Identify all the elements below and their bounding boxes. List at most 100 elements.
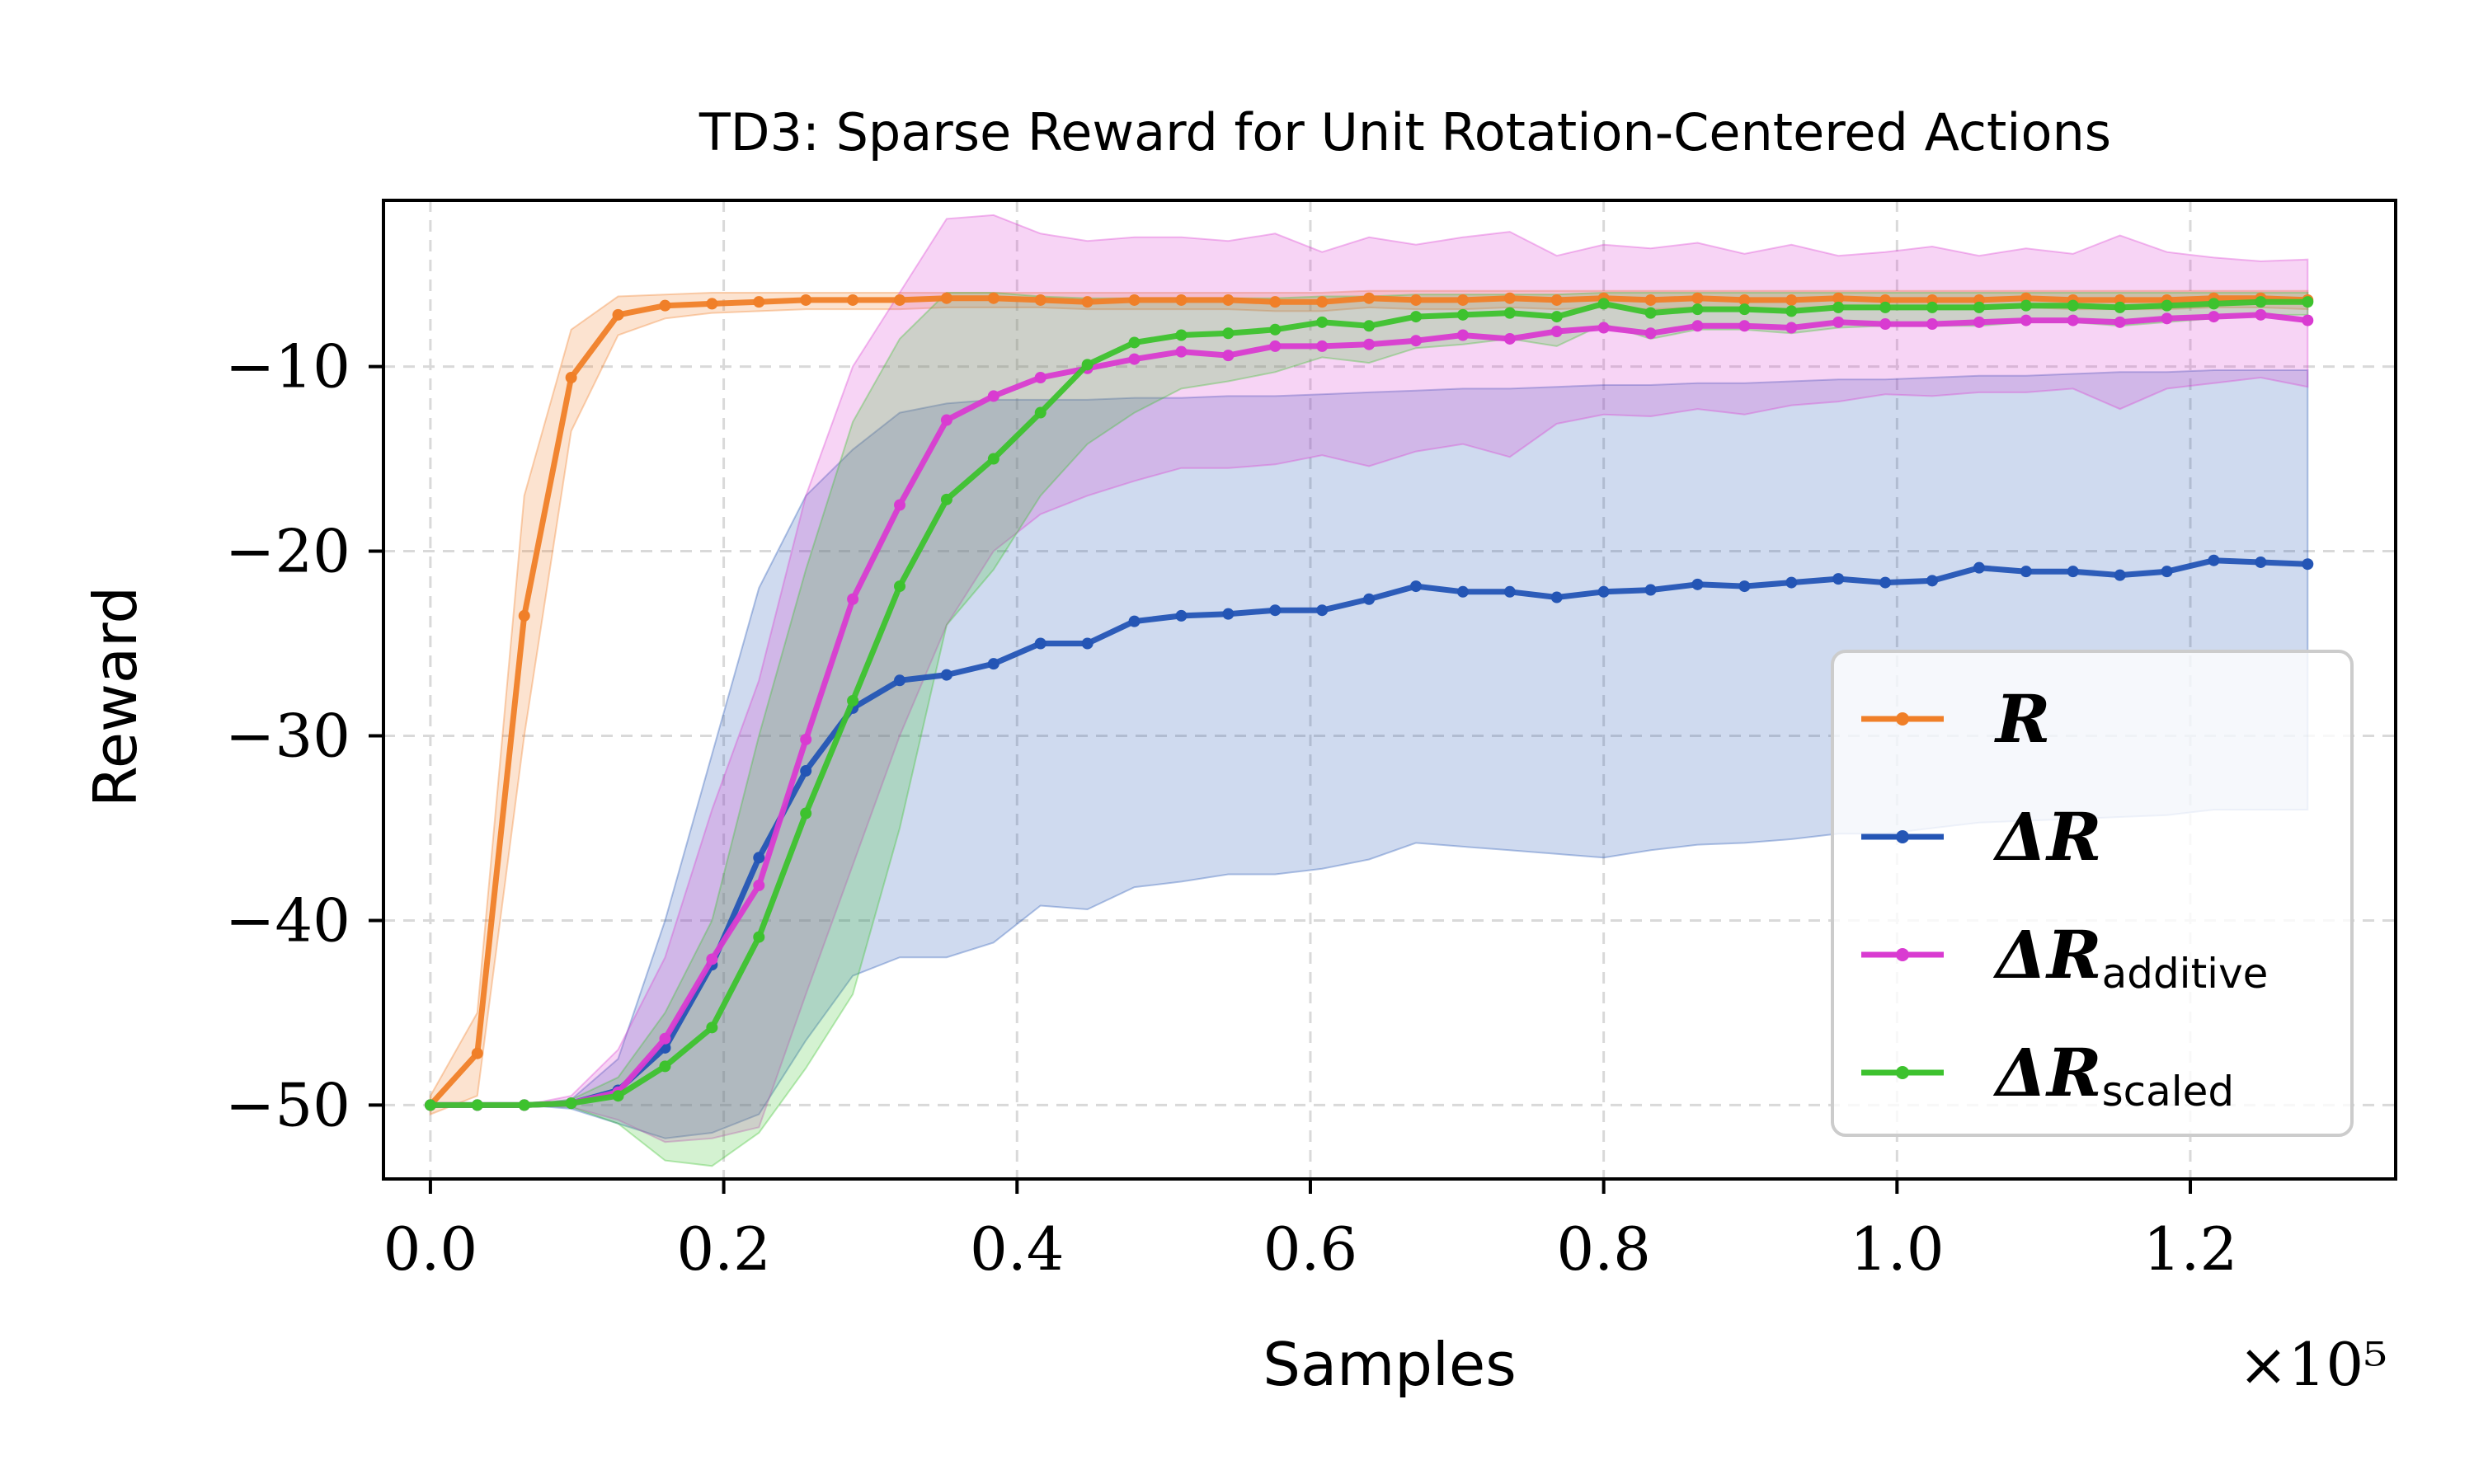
plot-frame [382,199,2397,1181]
y-tick-label: −20 [225,517,350,586]
point-series-1 [2067,566,2079,578]
band-series-0 [429,289,2309,1116]
point-series-3 [1644,307,1657,319]
series-lines [424,292,2314,1111]
point-series-1 [1128,615,1141,627]
point-series-2 [753,879,765,891]
point-series-2 [2302,314,2314,326]
point-series-2 [1597,322,1610,334]
point-series-3 [1879,301,1892,313]
point-series-0 [1081,296,1094,308]
point-series-1 [1034,637,1047,650]
point-series-3 [1222,327,1235,340]
point-series-3 [1785,305,1798,317]
point-series-1 [1550,591,1563,603]
point-series-2 [1691,320,1704,332]
point-series-0 [1738,294,1751,306]
point-series-3 [2114,301,2126,313]
point-series-1 [2302,558,2314,571]
point-series-1 [987,658,999,670]
x-axis-label: Samples [1263,1330,1516,1399]
point-series-1 [1691,578,1704,590]
point-series-2 [1363,338,1376,350]
point-series-3 [1456,308,1469,321]
point-series-0 [940,292,952,304]
x-tick-label: 0.4 [970,1214,1065,1284]
point-series-0 [894,294,906,306]
point-series-1 [1456,585,1469,598]
x-tick-label: 0.2 [676,1214,771,1284]
point-series-2 [2161,312,2173,325]
legend-swatch-marker [1896,1066,1909,1079]
point-series-1 [1316,604,1329,617]
x-tick-label: 1.0 [1850,1214,1945,1284]
point-series-2 [1738,320,1751,332]
point-series-0 [471,1047,483,1059]
point-series-3 [2302,296,2314,308]
x-tick-label: 1.2 [2143,1214,2238,1284]
x-tick-label: 0.8 [1556,1214,1651,1284]
point-series-2 [894,499,906,511]
point-series-3 [1597,298,1610,310]
point-series-3 [1973,301,1985,313]
point-series-1 [940,669,952,681]
point-series-0 [1691,292,1704,304]
point-series-1 [1222,608,1235,620]
y-tick-label: −10 [225,332,350,402]
x-tick-label: 0.6 [1263,1214,1358,1284]
point-series-3 [612,1090,624,1102]
point-series-0 [1410,294,1423,306]
point-series-1 [1785,576,1798,589]
point-series-3 [565,1097,577,1110]
x-axis-multiplier: ×10⁵ [2238,1330,2387,1399]
point-series-0 [1316,296,1329,308]
point-series-2 [1550,326,1563,338]
point-series-3 [753,931,765,943]
point-series-1 [1879,576,1892,589]
point-series-0 [518,609,530,622]
point-series-1 [2161,566,2173,578]
point-series-3 [1269,323,1282,336]
point-series-1 [1973,561,1985,574]
point-series-2 [2114,316,2126,328]
point-series-1 [1363,593,1376,605]
point-series-3 [1926,301,1939,313]
point-series-3 [940,493,952,505]
point-series-2 [1832,316,1845,328]
legend-label-main: ΔR [1992,798,2102,876]
point-series-3 [1691,303,1704,316]
point-series-2 [706,953,718,965]
point-series-0 [1785,294,1798,306]
legend-swatch-marker [1896,830,1909,843]
point-series-1 [1175,609,1188,622]
point-series-3 [518,1099,530,1111]
point-series-0 [1644,294,1657,306]
point-series-2 [1034,372,1047,384]
point-series-1 [1832,573,1845,585]
point-series-3 [894,580,906,593]
legend-swatch-marker [1896,948,1909,961]
point-series-0 [1363,292,1376,304]
point-series-0 [1550,294,1563,306]
legend-label-main: R [1994,680,2050,758]
point-series-3 [706,1021,718,1034]
point-series-3 [1081,359,1094,371]
legend-swatch-marker [1896,712,1909,726]
point-series-2 [1644,327,1657,340]
point-series-0 [612,308,624,321]
x-tick-label: 0.0 [383,1214,478,1284]
y-axis-label: Reward [81,586,150,807]
point-series-3 [2208,298,2220,310]
point-series-3 [1503,307,1516,319]
point-series-0 [565,372,577,384]
point-series-1 [1081,637,1094,650]
point-series-2 [940,414,952,426]
point-series-2 [2067,314,2079,326]
point-series-1 [894,674,906,687]
y-tick-label: −30 [225,701,350,770]
point-series-3 [471,1099,483,1111]
point-series-0 [1128,294,1141,306]
legend-label-main: ΔR [1992,916,2102,993]
